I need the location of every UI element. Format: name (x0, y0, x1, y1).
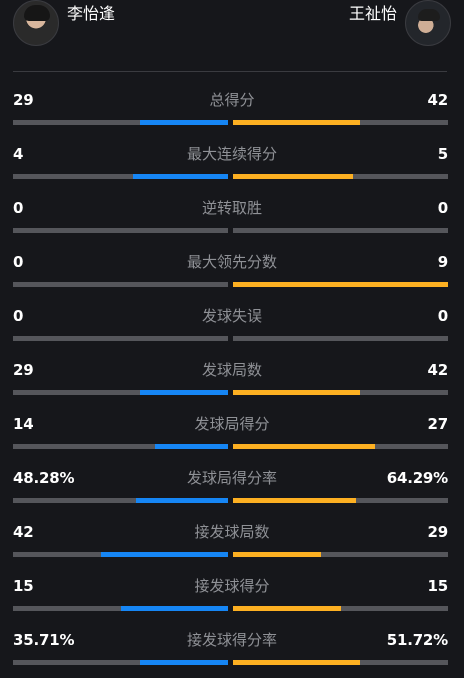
header-divider (13, 71, 447, 72)
left-player-value: 0 (13, 253, 24, 271)
right-player-bar (233, 390, 448, 395)
left-player-bar (13, 552, 228, 557)
left-player-bar (13, 498, 228, 503)
stat-row: 42 接发球局数 29 (0, 516, 464, 570)
stat-label: 接发球局数 (194, 523, 270, 541)
stat-row: 0 逆转取胜 0 (0, 192, 464, 246)
stat-row: 14 发球局得分 27 (0, 408, 464, 462)
stat-label: 接发球得分 (194, 577, 270, 595)
left-player-bar-fill (120, 606, 228, 611)
right-player-value: 29 (427, 523, 449, 541)
right-player-bar (233, 606, 448, 611)
right-player-value: 51.72% (386, 631, 448, 649)
left-player-bar (13, 606, 228, 611)
player-photo-icon (405, 0, 451, 46)
right-player-bar-fill (233, 498, 356, 503)
left-player-value: 35.71% (13, 631, 75, 649)
right-player-bar-fill (233, 444, 375, 449)
left-player-bar-fill (139, 120, 228, 125)
right-player-bar (233, 282, 448, 287)
right-player-value: 42 (427, 91, 449, 109)
player-photo-icon (13, 0, 59, 46)
left-player[interactable]: 李怡逢 (13, 0, 115, 46)
stat-row: 35.71% 接发球得分率 51.72% (0, 624, 464, 678)
stat-row: 29 发球局数 42 (0, 354, 464, 408)
left-player-bar (13, 174, 228, 179)
left-player-bar-fill (154, 444, 228, 449)
stat-row: 4 最大连续得分 5 (0, 138, 464, 192)
right-player-value: 27 (427, 415, 449, 433)
right-player-bar-fill (233, 606, 341, 611)
right-player-bar (233, 444, 448, 449)
right-player-bar (233, 336, 448, 341)
stat-row: 15 接发球得分 15 (0, 570, 464, 624)
left-player-bar-fill (139, 660, 228, 665)
stat-label: 接发球得分率 (186, 631, 277, 649)
right-player-name: 王祉怡 (348, 4, 397, 23)
stat-label: 发球局得分 (194, 415, 270, 433)
right-player-bar (233, 174, 448, 179)
right-player-bar-fill (233, 390, 360, 395)
stat-row: 48.28% 发球局得分率 64.29% (0, 462, 464, 516)
right-player-bar (233, 660, 448, 665)
players-header: 李怡逢 王祉怡 (0, 0, 464, 72)
left-player-bar-fill (101, 552, 228, 557)
left-player-name: 李怡逢 (67, 4, 116, 23)
right-player-bar-fill (233, 174, 354, 179)
stat-label: 发球局得分率 (186, 469, 277, 487)
right-player[interactable]: 王祉怡 (349, 0, 451, 46)
stat-row: 0 最大领先分数 9 (0, 246, 464, 300)
stat-label: 最大连续得分 (186, 145, 277, 163)
right-player-value: 15 (427, 577, 449, 595)
right-player-value: 5 (437, 145, 448, 163)
left-player-value: 15 (13, 577, 34, 595)
right-player-value: 9 (437, 253, 448, 271)
right-player-bar (233, 498, 448, 503)
left-player-bar (13, 444, 228, 449)
stat-label: 发球局数 (201, 361, 262, 379)
left-player-bar (13, 228, 228, 233)
right-player-value: 64.29% (386, 469, 448, 487)
right-player-value: 0 (437, 199, 448, 217)
left-player-value: 0 (13, 307, 24, 325)
right-player-bar (233, 552, 448, 557)
stat-label: 总得分 (209, 91, 255, 109)
left-player-bar-fill (133, 174, 228, 179)
left-player-bar-fill (139, 390, 228, 395)
left-player-value: 4 (13, 145, 24, 163)
right-player-value: 42 (427, 361, 449, 379)
stat-label: 发球失误 (201, 307, 262, 325)
left-player-bar-fill (135, 498, 228, 503)
left-player-value: 0 (13, 199, 24, 217)
stat-row: 0 发球失误 0 (0, 300, 464, 354)
right-player-bar (233, 120, 448, 125)
right-player-bar (233, 228, 448, 233)
right-player-bar-fill (233, 660, 360, 665)
left-player-bar (13, 336, 228, 341)
right-player-bar-fill (233, 120, 360, 125)
stat-label: 逆转取胜 (201, 199, 262, 217)
left-player-value: 29 (13, 361, 34, 379)
stat-label: 最大领先分数 (186, 253, 277, 271)
left-player-bar (13, 390, 228, 395)
left-player-bar (13, 120, 228, 125)
left-player-value: 42 (13, 523, 34, 541)
left-player-value: 48.28% (13, 469, 75, 487)
right-player-bar-fill (233, 282, 448, 287)
stat-row: 29 总得分 42 (0, 84, 464, 138)
right-player-value: 0 (437, 307, 448, 325)
right-player-bar-fill (233, 552, 322, 557)
left-player-bar (13, 282, 228, 287)
left-player-value: 14 (13, 415, 34, 433)
left-player-value: 29 (13, 91, 34, 109)
stats-list: 29 总得分 42 4 最大连续得分 5 0 逆转取胜 0 0 最大领先分数 9 0 发球失误 0 29 发球局… (0, 84, 464, 678)
left-player-bar (13, 660, 228, 665)
